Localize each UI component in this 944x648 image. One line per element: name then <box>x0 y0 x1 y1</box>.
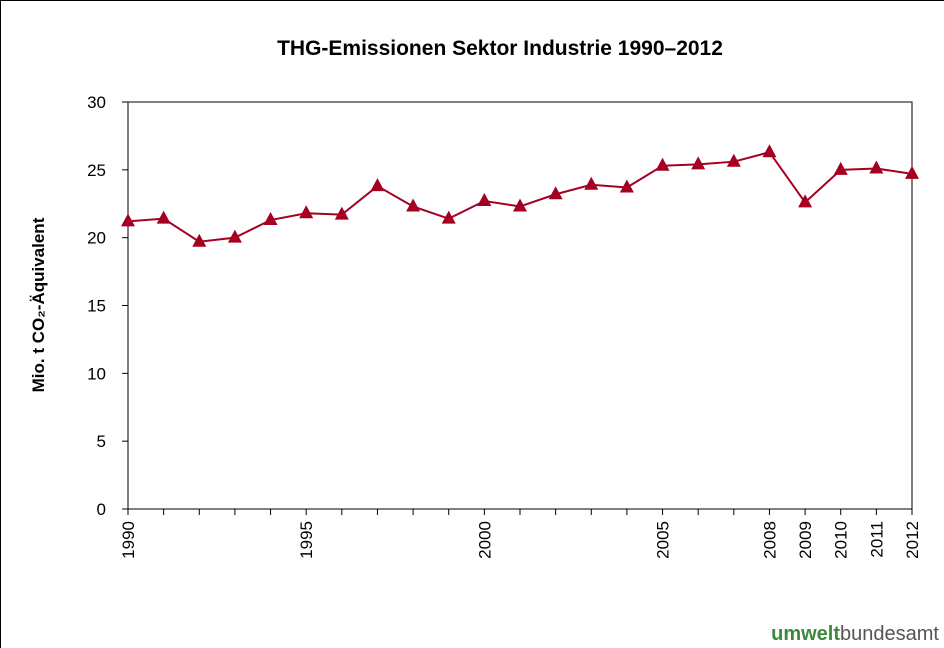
y-tick-label: 30 <box>87 93 106 112</box>
marker <box>192 233 207 247</box>
series-line <box>127 151 913 243</box>
x-tick-label: 2000 <box>475 521 494 559</box>
marker <box>121 213 135 227</box>
marker <box>691 156 706 170</box>
x-tick-label: 2010 <box>832 521 851 559</box>
marker <box>406 198 421 212</box>
marker <box>299 205 314 219</box>
x-tick-label: 2008 <box>760 521 779 559</box>
x-tick-label: 1995 <box>297 521 316 559</box>
y-tick-label: 10 <box>87 364 106 383</box>
x-tick-label: 2005 <box>654 521 673 559</box>
marker <box>762 144 777 158</box>
marker <box>726 153 741 167</box>
marker <box>227 229 242 243</box>
x-tick-label: 2009 <box>796 521 815 559</box>
logo-bold: umwelt <box>771 623 840 645</box>
y-tick-label: 15 <box>87 297 106 316</box>
marker <box>798 194 813 208</box>
marker <box>156 210 171 224</box>
marker <box>263 212 278 226</box>
marker <box>905 165 919 179</box>
y-tick-label: 25 <box>87 161 106 180</box>
y-axis-label: Mio. t CO₂-Äquivalent <box>29 217 48 392</box>
marker <box>477 193 492 207</box>
marker <box>334 206 349 220</box>
logo: umweltbundesamt <box>771 623 939 645</box>
plot: 0 5 10 15 20 25 30 1990 1995 2000 2005 2008 2009 2010… <box>87 93 922 559</box>
marker <box>513 198 527 212</box>
marker <box>655 157 670 171</box>
marker <box>619 179 634 193</box>
marker <box>869 160 884 174</box>
y-tick-label: 20 <box>87 229 106 248</box>
marker <box>833 161 848 175</box>
y-tick-label: 0 <box>97 500 106 519</box>
marker <box>584 176 599 190</box>
marker <box>370 178 385 192</box>
marker <box>441 210 456 224</box>
logo-regular: bundesamt <box>840 623 939 645</box>
x-tick-label: 2011 <box>867 521 886 558</box>
plot-area <box>127 101 913 510</box>
x-tick-label: 1990 <box>119 521 138 559</box>
chart-title: THG-Emissionen Sektor Industrie 1990–201… <box>277 37 723 60</box>
x-tick-label: 2012 <box>903 521 922 559</box>
marker <box>548 186 563 200</box>
y-tick-label: 5 <box>97 432 106 451</box>
